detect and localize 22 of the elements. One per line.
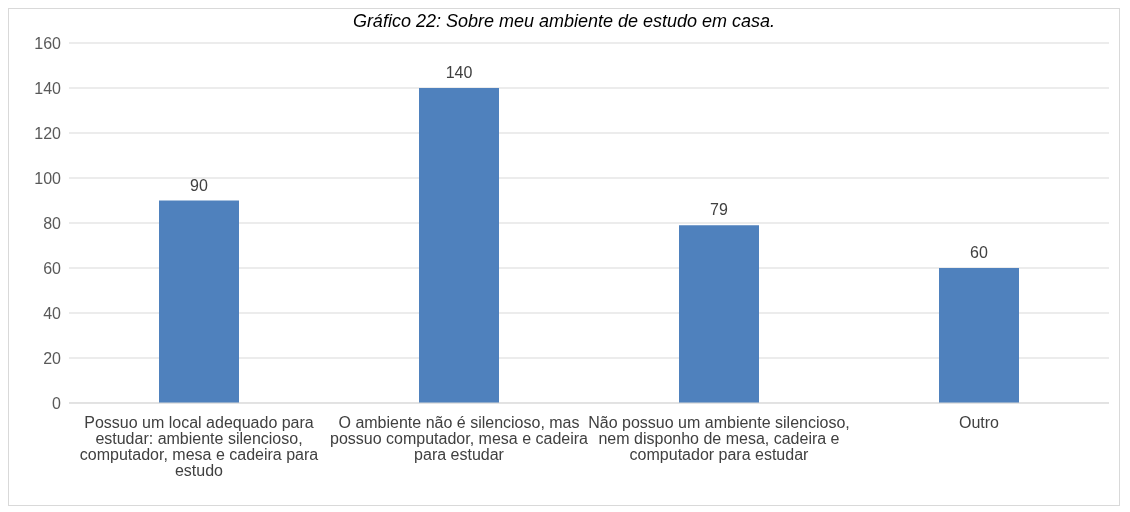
y-tick-label: 100 <box>34 169 62 187</box>
chart-title: Gráfico 22: Sobre meu ambiente de estudo em casa. <box>351 10 777 33</box>
bar <box>419 88 499 403</box>
data-label: 140 <box>445 64 473 81</box>
y-tick-label: 60 <box>43 259 62 277</box>
y-tick-label: 40 <box>43 304 62 322</box>
data-label: 60 <box>970 244 988 261</box>
y-tick-label: 0 <box>52 394 62 412</box>
data-label: 79 <box>710 201 728 219</box>
bar <box>159 200 239 403</box>
x-tick-label: Não possuo um ambiente silencioso, nem disponho de mesa, cadeira e computador para estudar <box>588 414 850 464</box>
y-tick-label: 160 <box>34 34 62 52</box>
x-tick-label: Outro <box>958 414 1000 432</box>
data-label: 90 <box>190 176 208 194</box>
y-tick-label: 20 <box>43 349 62 367</box>
y-tick-label: 120 <box>34 124 62 142</box>
bar <box>679 225 759 403</box>
x-tick-label: O ambiente não é silencioso, mas possuo computador, mesa e cadeira para estudar <box>330 414 589 464</box>
y-tick-label: 80 <box>43 214 62 232</box>
y-tick-label: 140 <box>34 79 62 97</box>
bar <box>939 268 1019 403</box>
x-tick-label: Possuo um local adequado para estudar: ambiente silencioso, computador, mesa e cadeira para estudo <box>79 414 319 480</box>
